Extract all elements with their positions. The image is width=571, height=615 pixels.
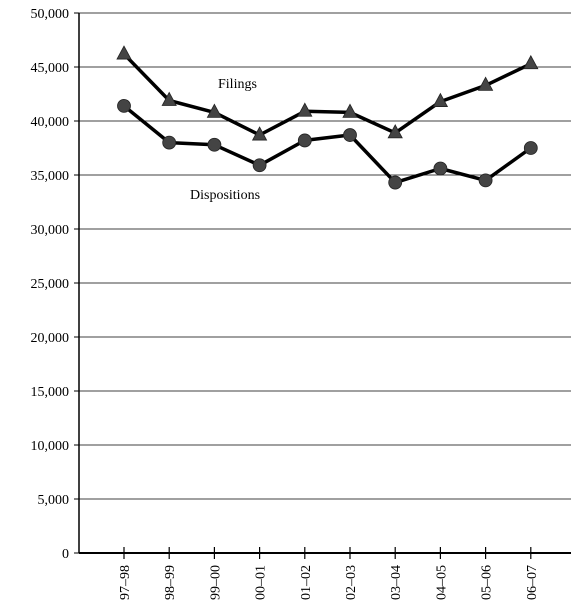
gridlines bbox=[79, 12, 571, 500]
data-point-dispositions bbox=[117, 98, 131, 113]
y-tick-label: 40,000 bbox=[31, 115, 70, 130]
y-tick-label: 50,000 bbox=[31, 7, 70, 22]
x-tick-labels: 97–98 98–99 99–00 00–01 01–02 02–03 03–04 04–05… bbox=[118, 565, 540, 600]
y-tick-labels: 0 5,000 10,000 15,000 20,000 25,000 30,000 35,0… bbox=[31, 7, 70, 562]
data-point-filings bbox=[206, 103, 223, 118]
y-tick-label: 10,000 bbox=[31, 439, 70, 454]
series-line-filings bbox=[122, 52, 532, 137]
x-tick-label: 00–01 bbox=[254, 565, 269, 600]
data-point-dispositions bbox=[252, 158, 267, 173]
data-point-dispositions bbox=[433, 161, 448, 176]
series-label-filings: Filings bbox=[218, 77, 257, 92]
x-tick-label: 02–03 bbox=[344, 565, 359, 600]
x-tick-label: 98–99 bbox=[163, 565, 178, 600]
series-line-dispositions bbox=[122, 104, 532, 185]
data-point-filings bbox=[432, 92, 449, 107]
y-tick-label: 30,000 bbox=[31, 223, 70, 238]
data-point-filings bbox=[523, 54, 539, 70]
data-point-filings bbox=[251, 126, 268, 141]
x-tick-label: 05–06 bbox=[480, 565, 495, 600]
y-tick-label: 25,000 bbox=[31, 277, 70, 292]
data-point-filings bbox=[342, 103, 358, 118]
series-markers bbox=[116, 45, 539, 190]
x-tick-label: 04–05 bbox=[434, 565, 449, 600]
axes bbox=[74, 12, 571, 559]
y-tick-label: 45,000 bbox=[31, 61, 70, 76]
x-tick-label: 03–04 bbox=[389, 565, 404, 600]
data-point-dispositions bbox=[523, 141, 538, 155]
series-lines bbox=[122, 52, 532, 185]
data-point-filings bbox=[297, 102, 313, 117]
data-point-dispositions bbox=[162, 135, 177, 150]
data-point-dispositions bbox=[478, 173, 493, 188]
y-tick-label: 35,000 bbox=[31, 169, 70, 184]
data-point-dispositions bbox=[388, 175, 403, 190]
data-point-filings bbox=[477, 76, 494, 91]
x-tick-label: 99–00 bbox=[208, 565, 223, 600]
x-tick-label: 06–07 bbox=[525, 565, 540, 600]
y-tick-label: 15,000 bbox=[31, 385, 70, 400]
x-tick-label: 97–98 bbox=[118, 565, 133, 600]
data-point-dispositions bbox=[343, 128, 357, 142]
data-point-filings bbox=[116, 45, 132, 60]
data-point-dispositions bbox=[297, 133, 312, 148]
series-label-dispositions: Dispositions bbox=[190, 188, 260, 203]
y-tick-label: 20,000 bbox=[31, 331, 70, 346]
x-tick-label: 01–02 bbox=[299, 565, 314, 600]
data-point-dispositions bbox=[207, 137, 222, 152]
data-point-filings bbox=[387, 124, 403, 139]
data-point-filings bbox=[161, 91, 177, 106]
y-tick-label: 5,000 bbox=[38, 493, 70, 508]
y-tick-label: 0 bbox=[62, 547, 69, 562]
